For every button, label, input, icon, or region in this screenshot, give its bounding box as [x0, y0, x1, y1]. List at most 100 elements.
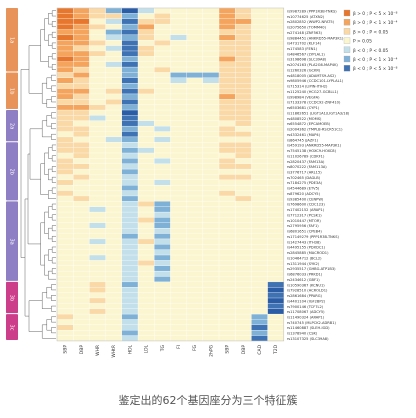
heatmap-cell [121, 72, 139, 79]
cluster-label: 1b [9, 88, 15, 94]
heatmap-cell [89, 18, 106, 25]
snp-label: rs7712317 (PCSK1) [287, 213, 323, 217]
heatmap-cell [267, 303, 285, 310]
heatmap-cell [56, 324, 74, 331]
heatmap-cell [251, 83, 268, 89]
heatmap-cell [218, 83, 236, 89]
heatmap-cell [121, 77, 139, 84]
heatmap-cell [89, 56, 106, 63]
heatmap-cell [218, 50, 236, 57]
heatmap-cell [218, 120, 236, 127]
heatmap-cell [89, 308, 106, 315]
heatmap-cell [218, 131, 236, 138]
heatmap-cell [267, 185, 285, 191]
heatmap-cell [137, 335, 155, 342]
heatmap-cell [186, 163, 204, 170]
heatmap-cell [73, 195, 90, 202]
heatmap-cell [73, 297, 90, 304]
heatmap-cell [56, 249, 74, 256]
heatmap-cell [251, 88, 268, 95]
heatmap-cell [202, 265, 220, 272]
heatmap-cell [267, 50, 285, 57]
heatmap-cell [121, 34, 139, 41]
heatmap-cell [235, 152, 252, 159]
heatmap-cell [154, 195, 171, 202]
heatmap-cell [154, 281, 171, 288]
heatmap-cell [170, 254, 187, 261]
heatmap-cell [267, 163, 285, 170]
heatmap-cell [73, 238, 90, 245]
heatmap-cell [202, 136, 220, 143]
heatmap-cell [235, 313, 252, 320]
heatmap-cell [105, 40, 123, 46]
heatmap-cell [56, 61, 74, 68]
heatmap-cell [73, 308, 90, 315]
heatmap-cell [218, 88, 236, 95]
heatmap-cell [73, 303, 90, 310]
heatmap-cell [89, 292, 106, 299]
heatmap-cell [73, 88, 90, 95]
heatmap-cell [170, 313, 187, 320]
heatmap-cell [105, 34, 123, 41]
heatmap-cell [186, 270, 204, 277]
heatmap-cell [121, 319, 139, 326]
heatmap-cell [105, 83, 123, 89]
heatmap-cell [267, 99, 285, 106]
heatmap-cell [73, 179, 90, 186]
trait-label: CAD [257, 344, 263, 354]
heatmap-cell [202, 313, 220, 320]
heatmap-cell [186, 185, 204, 191]
snp-label: rs10590367 (KCNU1) [287, 283, 325, 287]
heatmap-cell [154, 45, 171, 52]
heatmap-cell [235, 99, 252, 106]
heatmap-cell [170, 109, 187, 116]
heatmap-cell [267, 72, 285, 79]
heatmap-cell [56, 163, 74, 170]
heatmap-cells [56, 7, 285, 342]
heatmap-cell [235, 109, 252, 116]
heatmap-cell [218, 179, 236, 186]
heatmap-cell [235, 201, 252, 208]
heatmap-cell [56, 23, 74, 30]
snp-label: rs2935517 (GHBG-ATP1B3) [287, 267, 336, 271]
heatmap-cell [137, 99, 155, 106]
heatmap-cell [267, 174, 285, 181]
heatmap-cell [235, 217, 252, 224]
heatmap-cell [235, 324, 252, 331]
heatmap-cell [154, 34, 171, 41]
heatmap-cell [105, 77, 123, 84]
heatmap-cell [154, 152, 171, 159]
heatmap-cell [56, 109, 74, 116]
heatmap-cell [121, 217, 139, 224]
heatmap-cell [235, 249, 252, 256]
heatmap-cell [89, 61, 106, 68]
heatmap-cell [154, 201, 171, 208]
snp-label: rs9385400 (CENPW) [287, 197, 324, 201]
heatmap-cell [202, 254, 220, 261]
heatmap-cell [202, 99, 220, 106]
heatmap-cell [121, 287, 139, 293]
heatmap-cell [218, 45, 236, 52]
heatmap-cell [154, 23, 171, 30]
heatmap-cell [137, 222, 155, 229]
heatmap-cell [251, 131, 268, 138]
heatmap-cell [137, 276, 155, 283]
heatmap-cell [121, 104, 139, 111]
heatmap-cell [56, 125, 74, 132]
heatmap-cell [170, 163, 187, 170]
heatmap-cell [137, 40, 155, 46]
heatmap-cell [121, 195, 139, 202]
heatmap-cell [121, 227, 139, 234]
heatmap-cell [56, 142, 74, 148]
heatmap-cell [170, 83, 187, 89]
heatmap-cell [170, 88, 187, 95]
heatmap-cell [202, 190, 220, 197]
heatmap-cell [137, 77, 155, 84]
heatmap-cell [202, 83, 220, 89]
heatmap-cell [56, 152, 74, 159]
snp-label: rs4332461 (MAP4) [287, 133, 321, 137]
heatmap-cell [218, 270, 236, 277]
heatmap-cell [235, 7, 252, 14]
heatmap-cell [89, 93, 106, 100]
heatmap-cell [137, 136, 155, 143]
